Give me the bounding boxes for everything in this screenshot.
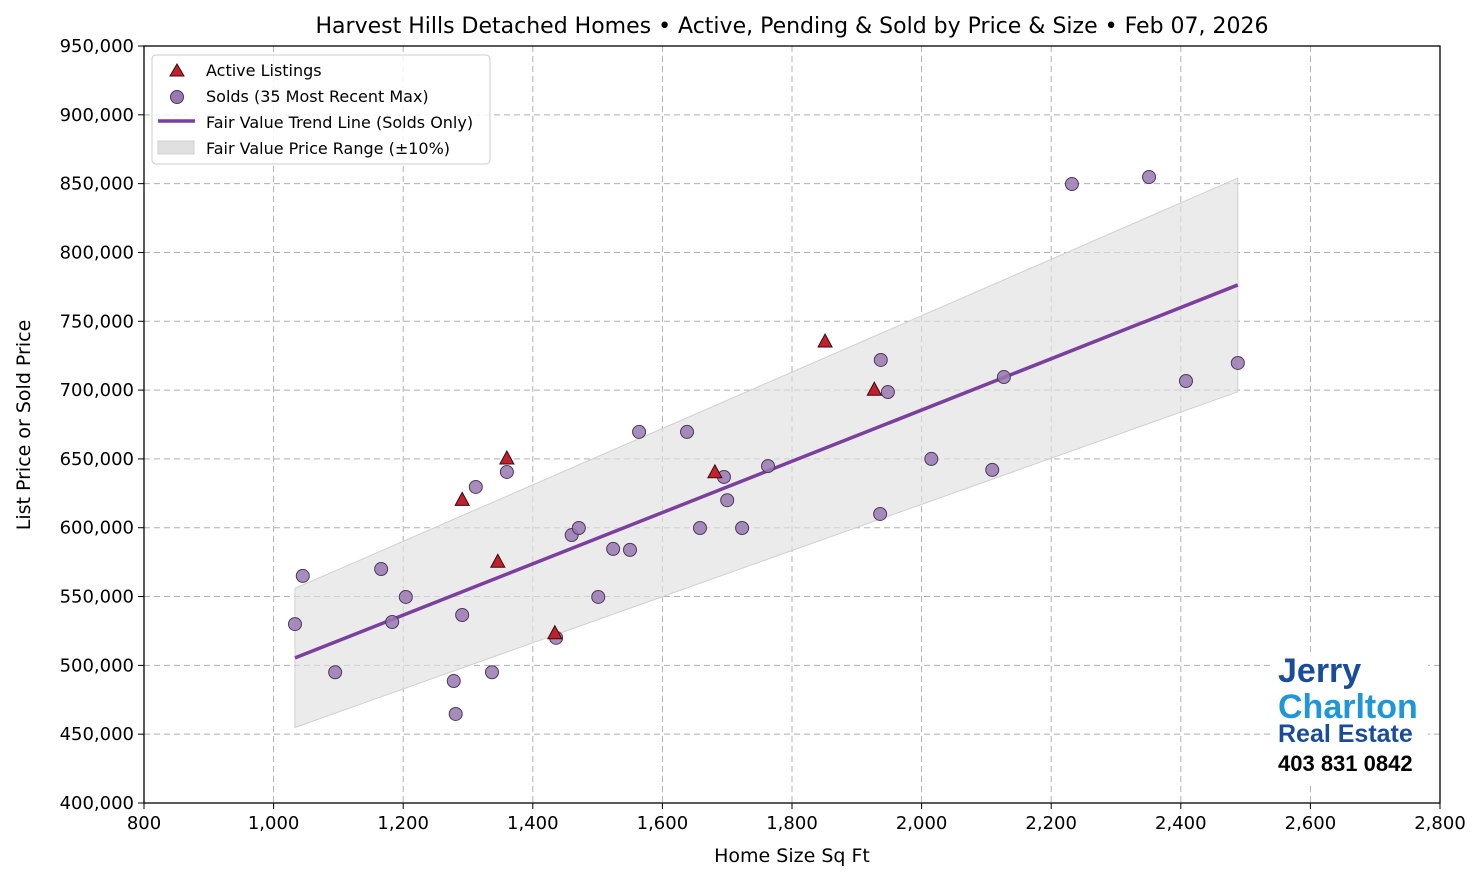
sold-point xyxy=(873,352,888,367)
sold-point xyxy=(1064,177,1079,192)
legend-entry: Fair Value Price Range (±10%) xyxy=(206,139,450,158)
legend-entry: Active Listings xyxy=(206,61,322,80)
x-tick-label: 1,800 xyxy=(766,813,818,834)
sold-point xyxy=(295,568,310,583)
active-point xyxy=(489,553,506,568)
chart-title: Harvest Hills Detached Homes • Active, P… xyxy=(316,14,1269,39)
x-axis-label: Home Size Sq Ft xyxy=(714,845,870,867)
sold-point xyxy=(606,541,621,556)
sold-point xyxy=(287,617,302,632)
sold-point xyxy=(880,385,895,400)
brand-logo: Jerry Charlton Real Estate 403 831 0842 xyxy=(1272,652,1428,782)
x-tick-label: 800 xyxy=(127,813,161,834)
y-tick-label: 650,000 xyxy=(60,449,134,470)
sold-point xyxy=(692,521,707,536)
x-tick-label: 2,400 xyxy=(1155,813,1207,834)
x-tick-label: 2,200 xyxy=(1025,813,1077,834)
sold-point xyxy=(374,562,389,577)
y-tick-label: 800,000 xyxy=(60,242,134,263)
active-point xyxy=(454,491,471,506)
legend-circle-icon xyxy=(170,90,184,104)
sold-point xyxy=(448,706,463,721)
y-tick-label: 600,000 xyxy=(60,518,134,539)
y-tick-label: 750,000 xyxy=(60,311,134,332)
y-tick-label: 550,000 xyxy=(60,587,134,608)
active-point xyxy=(866,381,883,396)
y-tick-label: 400,000 xyxy=(60,793,134,814)
sold-point xyxy=(484,665,499,680)
sold-point xyxy=(468,479,483,494)
logo-line-2: Charlton xyxy=(1278,688,1418,726)
fair-value-band xyxy=(294,177,1239,729)
sold-point xyxy=(571,521,586,536)
x-tick-label: 2,600 xyxy=(1285,813,1337,834)
sold-point xyxy=(385,615,400,630)
x-tick-label: 1,000 xyxy=(248,813,300,834)
sold-point xyxy=(328,665,343,680)
sold-point xyxy=(735,521,750,536)
sold-point xyxy=(446,674,461,689)
y-axis-label: List Price or Sold Price xyxy=(13,320,35,531)
y-tick-label: 850,000 xyxy=(60,174,134,195)
y-tick-label: 900,000 xyxy=(60,105,134,126)
active-point xyxy=(707,463,723,479)
sold-point xyxy=(761,459,776,474)
x-tick-label: 2,800 xyxy=(1414,813,1466,834)
legend-band-icon xyxy=(157,140,195,155)
x-tick-label: 1,200 xyxy=(377,813,429,834)
active-point xyxy=(817,333,833,348)
active-point xyxy=(546,624,563,640)
sold-point xyxy=(996,370,1011,385)
legend-box xyxy=(151,54,491,165)
sold-point xyxy=(623,542,637,557)
y-tick-label: 700,000 xyxy=(60,380,134,401)
legend-entry: Fair Value Trend Line (Solds Only) xyxy=(206,113,473,132)
logo-line-1: Jerry xyxy=(1278,652,1362,690)
y-tick-label: 450,000 xyxy=(60,724,134,745)
sold-point xyxy=(1230,355,1245,370)
sold-point xyxy=(591,589,606,604)
active-point xyxy=(499,449,515,465)
sold-point xyxy=(398,589,413,604)
sold-point xyxy=(499,464,514,479)
sold-point xyxy=(632,424,647,439)
sold-point xyxy=(985,462,1000,477)
logo-phone: 403 831 0842 xyxy=(1278,751,1413,776)
sold-point xyxy=(1178,374,1193,389)
legend: Active Listings Solds (35 Most Recent Max… xyxy=(151,54,491,165)
legend-entry: Solds (35 Most Recent Max) xyxy=(206,87,429,106)
x-tick-label: 1,600 xyxy=(637,813,689,834)
y-tick-label: 500,000 xyxy=(60,655,134,676)
sold-point xyxy=(680,424,695,439)
legend-triangle-icon xyxy=(169,63,185,77)
x-tick-label: 1,400 xyxy=(507,813,559,834)
sold-point xyxy=(720,493,735,508)
y-tick-label: 950,000 xyxy=(60,36,134,57)
sold-point xyxy=(455,607,470,622)
sold-point xyxy=(924,451,939,466)
sold-point xyxy=(1142,170,1157,185)
logo-line-3: Real Estate xyxy=(1278,720,1413,748)
x-tick-label: 2,000 xyxy=(896,813,948,834)
sold-point xyxy=(873,506,888,521)
